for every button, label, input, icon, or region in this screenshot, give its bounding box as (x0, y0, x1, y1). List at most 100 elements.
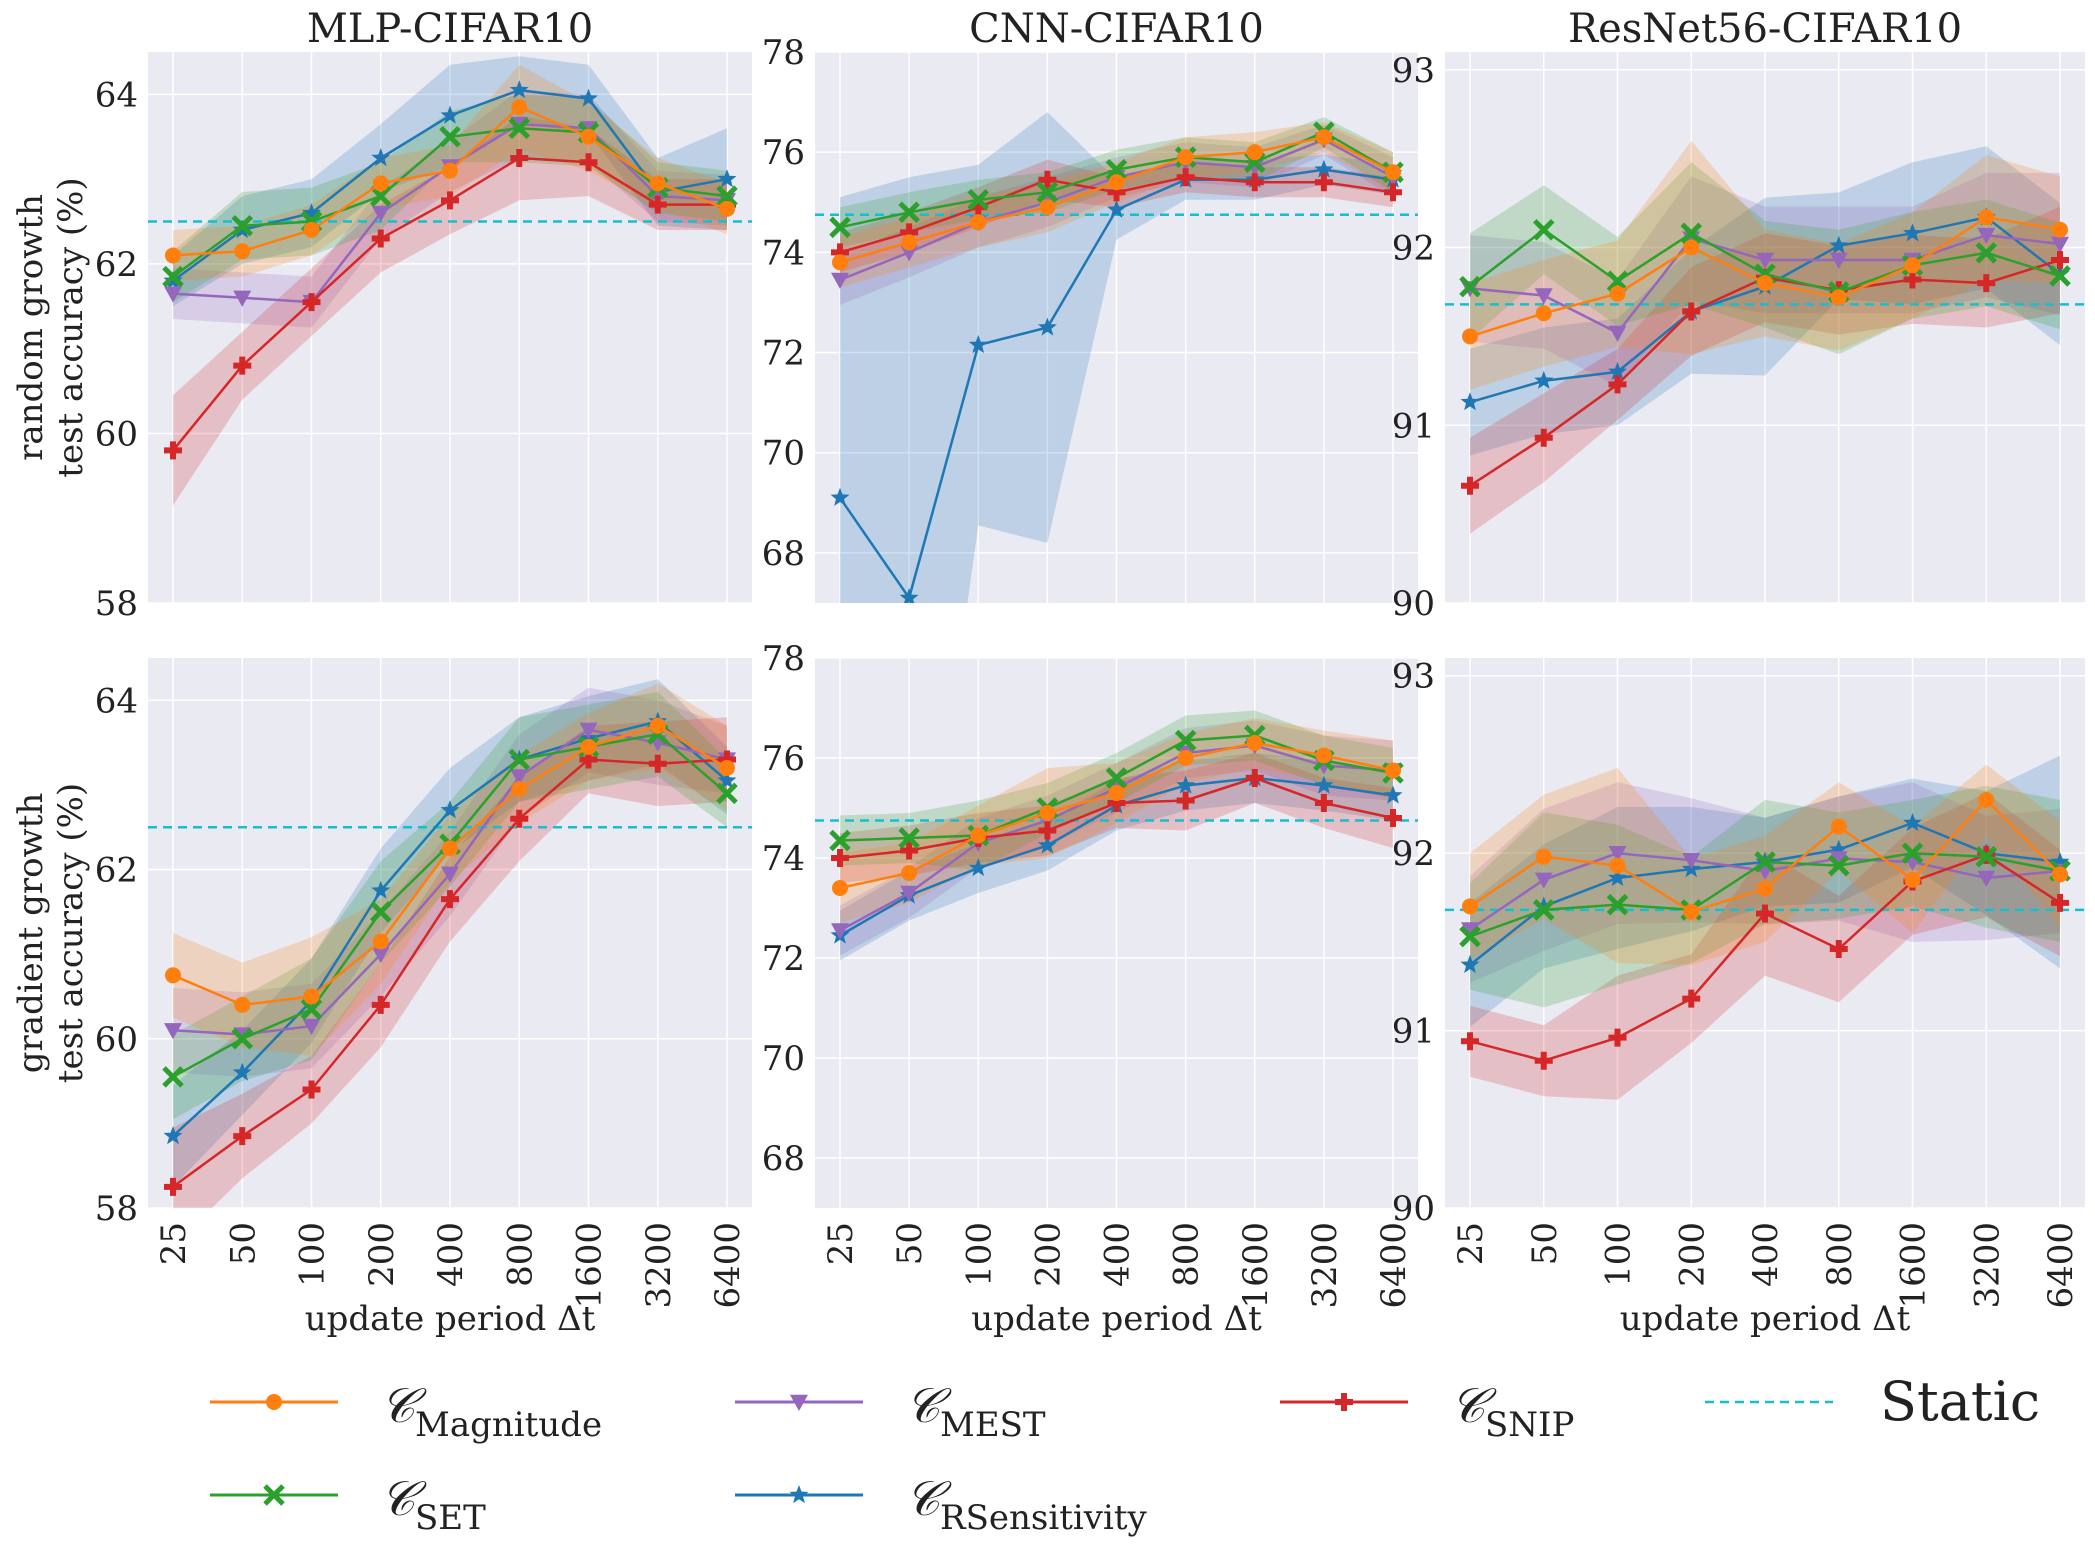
y-tick-label: 60 (95, 414, 138, 454)
error-band-mest (840, 720, 1393, 956)
data-point-magnitude (649, 717, 666, 734)
x-tick-label: 200 (1028, 1222, 1068, 1287)
data-point-snip (648, 754, 667, 773)
y-tick-label: 91 (1392, 406, 1435, 446)
y-tick-label: 91 (1392, 1012, 1435, 1052)
data-point-set (716, 185, 738, 207)
data-point-rsensitivity (302, 203, 321, 222)
data-point-rsensitivity (440, 105, 460, 124)
data-point-magnitude (1108, 785, 1125, 801)
x-tick-label: 800 (500, 1222, 540, 1287)
data-point-magnitude (832, 880, 848, 896)
data-point-rsensitivity (232, 1062, 252, 1081)
data-point-snip (1534, 428, 1553, 447)
data-point-snip (441, 191, 459, 210)
data-point-snip (1977, 274, 1996, 293)
y-tick-label: 68 (762, 534, 805, 574)
data-point-snip (1608, 375, 1627, 394)
data-point-magnitude (2052, 866, 2068, 883)
y-tick-label: 62 (95, 245, 138, 285)
data-point-mest (1829, 851, 1848, 868)
data-point-set (716, 782, 738, 805)
data-point-magnitude (1609, 857, 1626, 874)
data-point-set (2049, 265, 2071, 287)
data-point-snip (164, 441, 182, 460)
x-axis-label: update period Δt (971, 1299, 1262, 1339)
data-point-set (1827, 854, 1850, 877)
data-point-mest (2051, 236, 2069, 253)
legend: 𝒞Magnitude 𝒞SET 𝒞MEST 𝒞RSensitivity 𝒞SNIP Sta… (210, 1370, 2040, 1538)
y-tick-label: 68 (762, 1139, 805, 1179)
data-point-magnitude (372, 175, 389, 192)
data-point-rsensitivity (1460, 954, 1480, 973)
data-point-snip (1903, 270, 1922, 289)
data-point-set (508, 117, 531, 140)
panel-random-1: 58 60 62 64 MLP-CIFAR10 random growthtest acc… (11, 6, 752, 624)
x-tick-label: 6400 (1374, 1222, 1414, 1309)
data-point-magnitude (970, 214, 987, 231)
data-point-rsensitivity (1037, 835, 1057, 854)
data-point-set (300, 998, 323, 1020)
data-point-set (1975, 242, 1998, 264)
data-point-snip (1608, 1028, 1627, 1047)
data-point-magnitude (1683, 239, 1700, 256)
data-point-set (231, 1028, 254, 1050)
data-point-rsensitivity (371, 880, 391, 899)
data-point-mest (1534, 288, 1553, 305)
data-point-mest (1756, 252, 1774, 269)
legend-label: 𝒞SNIP (1450, 1378, 1574, 1445)
data-point-rsensitivity (717, 169, 737, 188)
data-point-set (508, 748, 531, 771)
data-point-set (1901, 842, 1924, 864)
chart-title: MLP-CIFAR10 (307, 6, 593, 52)
y-tick-label: 70 (762, 1039, 805, 1079)
panel-gradient-3: 90 91 92 93 25 50 100 200 400 800 1600 3200 6400 upda… (1392, 657, 2085, 1339)
x-tick-label: 200 (362, 1222, 402, 1287)
y-axis-label-line: gradient growth (11, 793, 51, 1074)
plot-content (1445, 755, 2085, 1100)
data-point-set (967, 189, 990, 211)
x-tick-label: 25 (1451, 1222, 1491, 1265)
y-tick-label: 76 (762, 133, 805, 173)
legend-subscript: MEST (940, 1405, 1046, 1445)
data-point-magnitude (1246, 144, 1263, 161)
data-point-magnitude (1830, 818, 1847, 835)
data-point-magnitude (2052, 221, 2068, 238)
x-tick-label: 400 (1098, 1222, 1138, 1287)
data-point-rsensitivity (371, 148, 391, 167)
data-point-magnitude (832, 254, 848, 271)
data-point-rsensitivity (968, 858, 988, 877)
y-axis-label-line: random growth (11, 194, 51, 461)
data-point-rsensitivity (830, 487, 850, 506)
data-point-mest (1608, 845, 1627, 863)
data-point-mest (831, 272, 849, 289)
data-point-mest (1977, 227, 1996, 245)
panel-gradient-1: 58 60 62 64 25 50 100 200 400 800 1600 3200 6400 upda… (11, 658, 752, 1339)
y-tick-label: 76 (762, 739, 805, 779)
error-band-rsensitivity (173, 679, 727, 1187)
legend-marker (266, 1394, 282, 1410)
y-tick-label: 58 (95, 584, 138, 624)
data-point-mest (1534, 872, 1553, 889)
panel-gradient-2: 68 70 72 74 76 78 25 50 100 200 400 800 1600 3200 6400… (762, 639, 1418, 1339)
data-point-rsensitivity (968, 335, 988, 354)
data-point-magnitude (1462, 898, 1478, 915)
x-tick-label: 400 (431, 1222, 471, 1287)
data-point-magnitude (901, 234, 918, 251)
legend-marker (263, 1484, 285, 1506)
x-tick-label: 50 (890, 1222, 930, 1265)
data-point-magnitude (442, 162, 458, 179)
legend-subscript: SNIP (1485, 1405, 1574, 1445)
data-point-rsensitivity (163, 1126, 183, 1145)
data-point-set (162, 1066, 184, 1088)
data-point-magnitude (1535, 305, 1552, 322)
data-point-snip (1176, 168, 1195, 187)
data-point-set (1459, 275, 1481, 298)
data-point-rsensitivity (509, 80, 529, 99)
plot-content (148, 679, 752, 1208)
panel-random-3: 90 91 92 93 ResNet56-CIFAR10 (1392, 6, 2085, 624)
data-point-mest (1461, 922, 1479, 939)
data-point-magnitude (719, 200, 735, 217)
y-axis-label-line: test accuracy (%) (51, 177, 91, 477)
